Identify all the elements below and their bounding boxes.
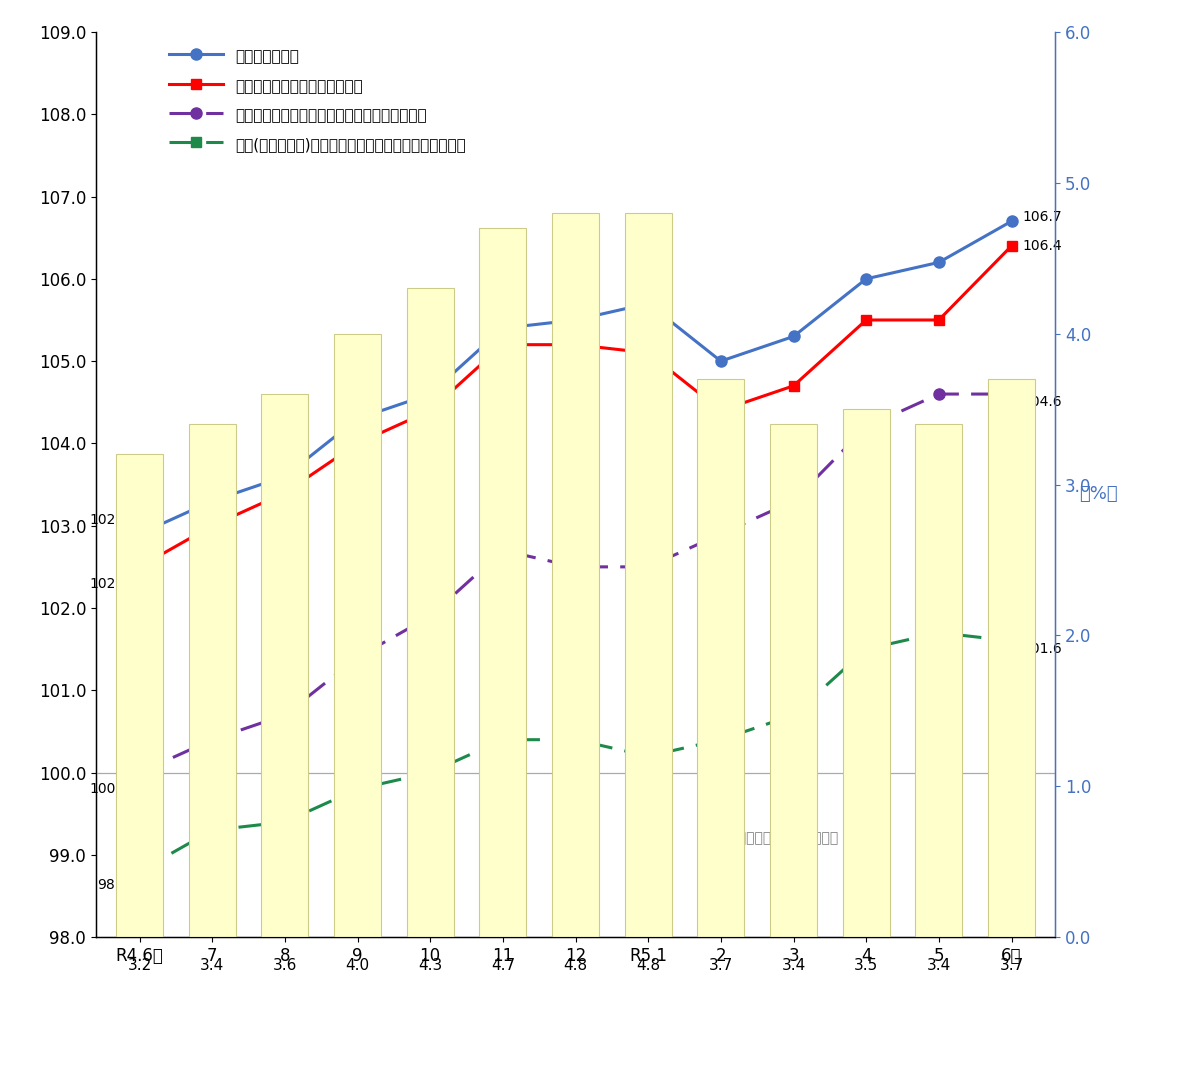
Text: 3.7: 3.7 [1000,957,1024,972]
Text: 100.0: 100.0 [89,783,128,797]
Bar [552,213,600,937]
Legend: 総合（左目盛）, 生鮮食品を除く総合（左目盛）, 生鮮食品及びエネルギーを除く総合（左目盛）, 食料(酒類を除く)及びエネルギーを除く総合（左目盛）: 総合（左目盛）, 生鮮食品を除く総合（左目盛）, 生鮮食品及びエネルギーを除く総… [163,42,471,160]
Bar [915,424,963,937]
Text: 3.4: 3.4 [200,957,224,972]
Text: 102.5: 102.5 [89,577,128,591]
Text: 98.8: 98.8 [97,878,128,892]
Bar [625,213,671,937]
Bar [188,424,236,937]
Text: 3.7: 3.7 [709,957,733,972]
Bar [116,455,163,937]
Bar [988,379,1035,937]
Text: 総合前年同月比（右目盛　％）: 総合前年同月比（右目盛 ％） [721,832,838,846]
Text: 4.3: 4.3 [418,957,442,972]
Text: 3.2: 3.2 [127,957,151,972]
Text: 4.0: 4.0 [345,957,369,972]
Text: 3.4: 3.4 [927,957,951,972]
Text: 104.6: 104.6 [1023,395,1062,409]
Y-axis label: （%）: （%） [1079,485,1117,503]
Text: 101.6: 101.6 [1023,642,1062,656]
Bar [333,333,381,937]
Text: 4.8: 4.8 [564,957,588,972]
Bar [698,379,745,937]
Bar [406,289,453,937]
Text: 3.4: 3.4 [782,957,806,972]
Text: 3.5: 3.5 [854,957,879,972]
Text: 4.8: 4.8 [637,957,661,972]
Text: 106.7: 106.7 [1023,210,1062,224]
Bar [843,409,890,937]
Text: 106.4: 106.4 [1023,239,1062,252]
Bar [261,394,308,937]
Bar [770,424,818,937]
Bar [480,228,526,937]
Text: 4.7: 4.7 [490,957,514,972]
Text: 102.9: 102.9 [89,513,128,527]
Text: 3.6: 3.6 [272,957,297,972]
